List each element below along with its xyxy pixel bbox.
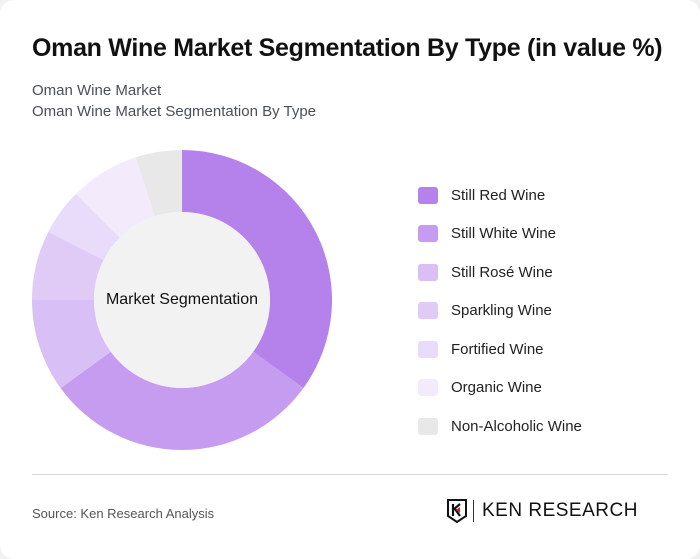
legend-label: Sparkling Wine (451, 302, 552, 320)
legend-label: Still Red Wine (451, 186, 546, 204)
page-title: Oman Wine Market Segmentation By Type (i… (32, 34, 663, 62)
donut-segment-sparkling-wine[interactable] (32, 231, 104, 300)
legend-label: Fortified Wine (451, 340, 544, 358)
legend-swatch (418, 417, 438, 435)
legend-item-still-red-wine[interactable]: Still Red Wine (418, 176, 582, 215)
legend-label: Still White Wine (451, 225, 557, 243)
donut-chart (32, 150, 332, 450)
footer-divider (32, 474, 668, 475)
legend: Still Red Wine Still White Wine Still Ro… (418, 176, 582, 446)
subtitle-market: Oman Wine Market (32, 82, 162, 99)
legend-swatch (418, 225, 438, 243)
legend-item-fortified-wine[interactable]: Fortified Wine (418, 330, 582, 369)
donut-segment-still-ros-wine[interactable] (32, 300, 111, 389)
donut-segment-still-red-wine[interactable] (182, 150, 332, 389)
legend-swatch (418, 302, 438, 320)
legend-swatch (418, 340, 438, 358)
donut-segment-organic-wine[interactable] (75, 157, 155, 238)
donut-segment-still-white-wine[interactable] (60, 351, 304, 450)
legend-item-sparkling-wine[interactable]: Sparkling Wine (418, 292, 582, 331)
legend-label: Still Rosé Wine (451, 263, 553, 281)
donut-hole (94, 212, 270, 388)
subtitle-segmentation: Oman Wine Market Segmentation By Type (32, 103, 317, 120)
ken-research-shield-icon (447, 499, 467, 523)
legend-label: Organic Wine (451, 379, 542, 397)
legend-swatch (418, 186, 438, 204)
logo-separator (473, 500, 474, 522)
logo-text: KEN RESEARCH (482, 500, 638, 521)
legend-item-non-alcoholic-wine[interactable]: Non-Alcoholic Wine (418, 407, 582, 446)
ken-research-logo: KEN RESEARCH (447, 499, 638, 523)
legend-item-still-white-wine[interactable]: Still White Wine (418, 215, 582, 254)
legend-label: Non-Alcoholic Wine (451, 417, 582, 435)
legend-item-organic-wine[interactable]: Organic Wine (418, 369, 582, 408)
legend-swatch (418, 263, 438, 281)
legend-swatch (418, 379, 438, 397)
source-text: Source: Ken Research Analysis (32, 506, 215, 521)
legend-item-still-rose-wine[interactable]: Still Rosé Wine (418, 253, 582, 292)
donut-segment-non-alcoholic-wine[interactable] (135, 150, 182, 217)
donut-segment-fortified-wine[interactable] (48, 193, 120, 261)
